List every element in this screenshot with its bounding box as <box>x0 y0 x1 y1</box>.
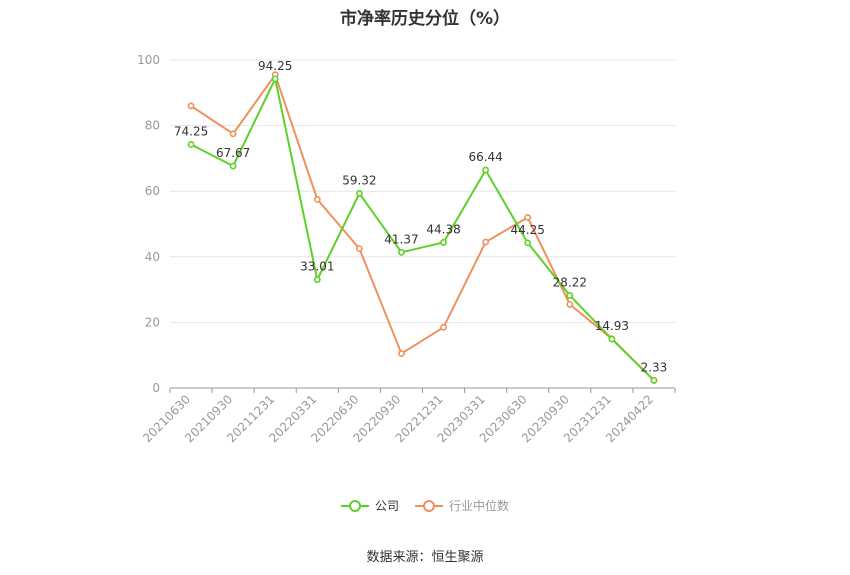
series-point-1 <box>229 130 237 138</box>
grid-lines <box>170 59 675 323</box>
series-point-1 <box>313 195 321 203</box>
y-tick-label: 20 <box>145 315 160 329</box>
series-point-0 <box>482 166 490 174</box>
data-label: 44.38 <box>426 222 460 236</box>
data-label: 66.44 <box>468 150 502 164</box>
series-point-1 <box>566 300 574 308</box>
y-axis: 0 20 40 60 80 100 <box>137 53 160 395</box>
series-point-1 <box>398 350 405 357</box>
data-labels: 74.25 67.67 94.25 33.01 59.32 41.37 44.38 66.44… <box>174 59 667 374</box>
series-line-0 <box>190 75 655 382</box>
data-label: 59.32 <box>342 173 376 187</box>
series-point-1 <box>440 323 447 331</box>
legend-swatch-company <box>340 499 369 512</box>
series-point-0 <box>566 292 574 299</box>
data-label: 2.33 <box>641 360 668 374</box>
series-point-0 <box>271 75 279 83</box>
y-tick-label: 60 <box>145 184 160 198</box>
series-point-1 <box>524 214 532 221</box>
series-point-1 <box>482 238 490 246</box>
series-point-0 <box>187 141 195 148</box>
y-tick-label: 100 <box>137 53 160 67</box>
legend: 公司 行业中位数 <box>0 497 850 514</box>
data-label: 94.25 <box>258 59 292 73</box>
y-tick-label: 0 <box>152 381 160 395</box>
legend-label-company: 公司 <box>374 499 399 513</box>
series-point-0 <box>608 335 616 343</box>
data-label: 33.01 <box>300 260 334 274</box>
series-point-0 <box>440 239 447 246</box>
series-point-0 <box>650 376 658 384</box>
series-point-1 <box>355 245 363 252</box>
y-tick-label: 80 <box>145 119 160 133</box>
data-label: 74.25 <box>174 124 208 138</box>
legend-label-industry-median: 行业中位数 <box>449 499 510 513</box>
chart-title: 市净率历史分位（%） <box>339 9 511 29</box>
series-lines <box>187 71 658 384</box>
legend-item-company[interactable]: 公司 <box>340 497 399 514</box>
series-point-1 <box>187 102 195 110</box>
data-label: 41.37 <box>384 232 418 246</box>
data-label: 44.25 <box>511 223 545 237</box>
y-tick-label: 40 <box>145 250 160 264</box>
line-chart: 0 20 40 60 80 100 202106302021093020211231202… <box>137 53 676 445</box>
legend-swatch-industry-median <box>415 499 443 512</box>
x-axis: 2021063020210930202112312022033120220630… <box>140 387 676 445</box>
series-point-0 <box>524 239 532 247</box>
series-point-0 <box>398 248 405 256</box>
series-line-1 <box>190 72 655 382</box>
data-label: 28.22 <box>553 275 587 289</box>
series-point-0 <box>229 162 237 170</box>
series-point-0 <box>313 276 321 284</box>
data-label: 14.93 <box>595 319 629 333</box>
source-note: 数据来源：恒生聚源 <box>366 550 484 565</box>
legend-item-industry-median[interactable]: 行业中位数 <box>415 497 509 514</box>
data-label: 67.67 <box>216 146 250 160</box>
series-point-0 <box>355 190 363 197</box>
